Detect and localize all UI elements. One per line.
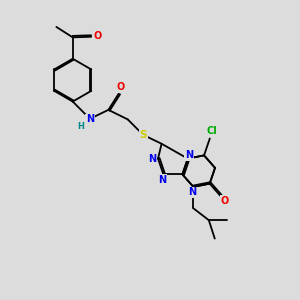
Text: N: N	[86, 114, 94, 124]
Text: N: N	[188, 187, 196, 197]
Text: O: O	[116, 82, 124, 92]
Text: Cl: Cl	[207, 127, 218, 136]
Text: O: O	[94, 32, 102, 41]
Text: N: N	[148, 154, 157, 164]
Text: H: H	[78, 122, 85, 131]
Text: N: N	[158, 175, 166, 185]
Text: S: S	[140, 130, 147, 140]
Text: N: N	[185, 150, 193, 160]
Text: O: O	[220, 196, 229, 206]
